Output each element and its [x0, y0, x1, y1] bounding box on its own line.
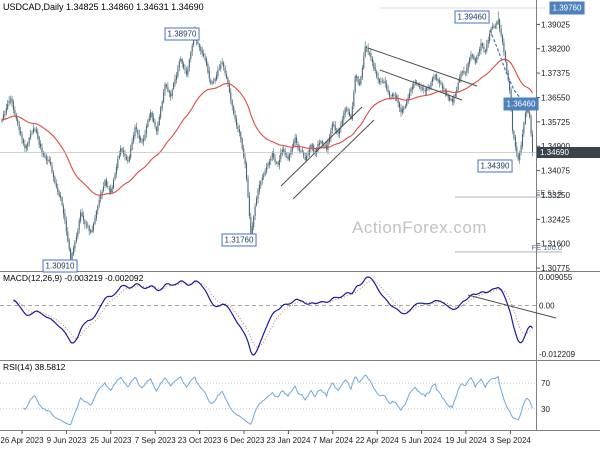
- axis-label: 1.38200: [541, 45, 570, 54]
- axis-label: 7 Sep 2023: [135, 436, 176, 445]
- axis-label: 1.36550: [541, 93, 570, 102]
- dashed-ma-line: [489, 29, 537, 104]
- axis-label: 1.37375: [541, 69, 570, 78]
- trendline: [280, 106, 363, 187]
- price-level-label: 1.39460: [454, 10, 490, 24]
- trendline: [379, 69, 463, 101]
- axis-label: 1.31600: [541, 240, 570, 249]
- axis-label: 23 Jan 2024: [266, 436, 311, 445]
- trendline: [367, 47, 478, 87]
- axis-label: 5 Jun 2024: [402, 436, 442, 445]
- axis-label: 3 Sep 2024: [490, 436, 531, 445]
- price-level-label: 1.39760: [549, 1, 585, 15]
- axis-label: 7 Mar 2024: [313, 436, 354, 445]
- rsi-panel: 70 30: [0, 374, 550, 426]
- axis-label: 6 Dec 2023: [224, 436, 265, 445]
- symbol-ohlc-title: USDCAD,Daily 1.34825 1.34860 1.34631 1.3…: [3, 2, 204, 12]
- axis-label: 23 Oct 2023: [178, 436, 222, 445]
- price-level-label: 1.38970: [164, 27, 200, 41]
- price-level-label: 1.36460: [503, 97, 539, 111]
- price-panel: FE 61.8 FE 100.0: [0, 7, 562, 265]
- macd-indicator-label: MACD(12,26,9) -0.003219 -0.002092: [3, 273, 144, 283]
- axis-label: 1.32425: [541, 215, 570, 224]
- watermark: ActionForex.com: [352, 218, 488, 237]
- candle-bodies: [1, 19, 534, 260]
- axis-label: 1.34900: [541, 142, 570, 151]
- macd-trendline: [467, 294, 557, 319]
- current-price-tag: 1.34690: [537, 146, 600, 158]
- price-level-label: 1.34390: [477, 159, 513, 173]
- macd-main-line: [13, 276, 533, 356]
- moving-average-line: [1, 58, 533, 196]
- axis-label: 9 Jun 2023: [47, 436, 87, 445]
- rsi-indicator-label: RSI(14) 38.5812: [3, 362, 66, 372]
- axis-label: 1.35725: [541, 118, 570, 127]
- price-axis: 1.39025 1.38200 1.37375 1.36550 1.35725 1.349…: [536, 20, 570, 273]
- axis-label: 0.00: [539, 301, 555, 310]
- axis-label: 19 Jul 2024: [445, 436, 487, 445]
- axis-label: 1.33250: [541, 191, 570, 200]
- price-level-label: 1.31760: [221, 233, 257, 247]
- macd-panel: 0.009055 0.00 -0.012209: [0, 273, 576, 359]
- axis-label: 1.34075: [541, 167, 570, 176]
- fib-extension-label: FE 61.8: [536, 188, 562, 197]
- axis-label: 70: [541, 379, 550, 388]
- price-level-label: 1.30910: [42, 259, 78, 273]
- rsi-line: [23, 374, 533, 426]
- time-axis: 26 Apr 2023 9 Jun 2023 25 Jul 2023 7 Sep 20…: [0, 430, 531, 445]
- axis-label: 1.30775: [541, 264, 570, 273]
- axis-label: 0.009055: [539, 273, 573, 282]
- fib-extension-label: FE 100.0: [532, 243, 562, 252]
- axis-label: -0.012209: [539, 350, 576, 359]
- axis-label: 30: [541, 405, 550, 414]
- axis-label: 25 Jul 2023: [90, 436, 132, 445]
- axis-label: 1.39025: [541, 20, 570, 29]
- axis-label: 22 Apr 2024: [356, 436, 400, 445]
- axis-label: 26 Apr 2023: [0, 436, 44, 445]
- trendline: [292, 119, 375, 200]
